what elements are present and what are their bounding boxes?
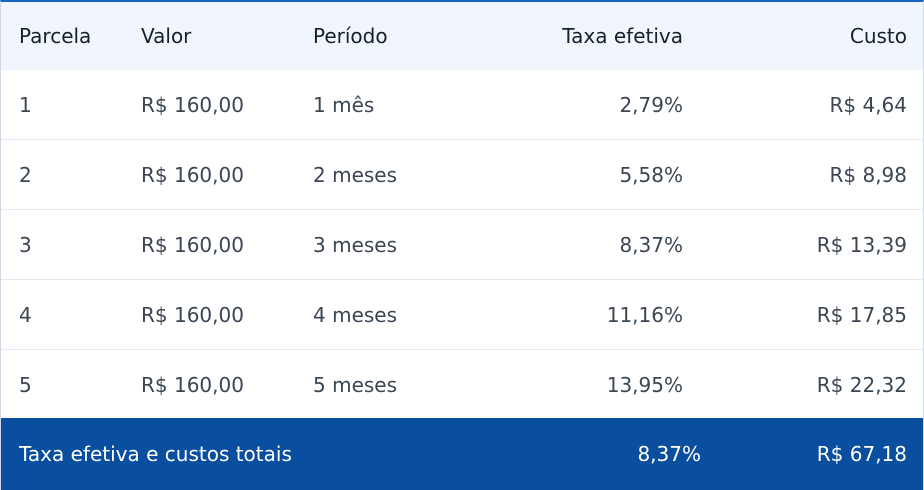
cell-custo: R$ 22,32	[816, 373, 907, 397]
cell-valor: R$ 160,00	[141, 232, 244, 257]
totals-taxa-efetiva: 8,37%	[637, 442, 701, 466]
table-row: 5 R$ 160,00 5 meses 13,95% R$ 22,32	[1, 350, 923, 420]
header-parcela: Parcela	[19, 24, 92, 48]
totals-custo: R$ 67,18	[816, 442, 907, 466]
cell-periodo: 1 mês	[313, 92, 375, 117]
cell-taxa-efetiva: 5,58%	[619, 162, 683, 187]
totals-label: Taxa efetiva e custos totais	[19, 442, 292, 466]
header-valor: Valor	[141, 24, 192, 48]
header-custo: Custo	[849, 24, 907, 48]
cell-custo: R$ 4,64	[829, 92, 907, 117]
cell-custo: R$ 17,85	[816, 302, 907, 327]
cell-valor: R$ 160,00	[141, 162, 244, 187]
cell-periodo: 4 meses	[313, 302, 398, 327]
cell-parcela: 5	[19, 373, 32, 397]
header-periodo: Período	[313, 24, 388, 48]
cell-taxa-efetiva: 2,79%	[619, 92, 683, 117]
cell-periodo: 5 meses	[313, 373, 398, 397]
cell-periodo: 3 meses	[313, 232, 398, 257]
cell-taxa-efetiva: 11,16%	[606, 302, 683, 327]
cell-periodo: 2 meses	[313, 162, 398, 187]
cell-custo: R$ 8,98	[829, 162, 907, 187]
table-row: 2 R$ 160,00 2 meses 5,58% R$ 8,98	[1, 140, 923, 210]
table-header-row: Parcela Valor Período Taxa efetiva Custo	[1, 2, 923, 70]
cell-parcela: 2	[19, 162, 32, 187]
cell-valor: R$ 160,00	[141, 302, 244, 327]
cell-taxa-efetiva: 8,37%	[619, 232, 683, 257]
cell-parcela: 1	[19, 92, 32, 117]
cell-parcela: 3	[19, 232, 32, 257]
table-row: 3 R$ 160,00 3 meses 8,37% R$ 13,39	[1, 210, 923, 280]
totals-footer-row: Taxa efetiva e custos totais 8,37% R$ 67…	[1, 418, 923, 490]
table-row: 1 R$ 160,00 1 mês 2,79% R$ 4,64	[1, 70, 923, 140]
header-taxa-efetiva: Taxa efetiva	[562, 24, 683, 48]
cell-valor: R$ 160,00	[141, 92, 244, 117]
cell-parcela: 4	[19, 302, 32, 327]
cell-taxa-efetiva: 13,95%	[606, 373, 683, 397]
cell-custo: R$ 13,39	[816, 232, 907, 257]
table-row: 4 R$ 160,00 4 meses 11,16% R$ 17,85	[1, 280, 923, 350]
cell-valor: R$ 160,00	[141, 373, 244, 397]
